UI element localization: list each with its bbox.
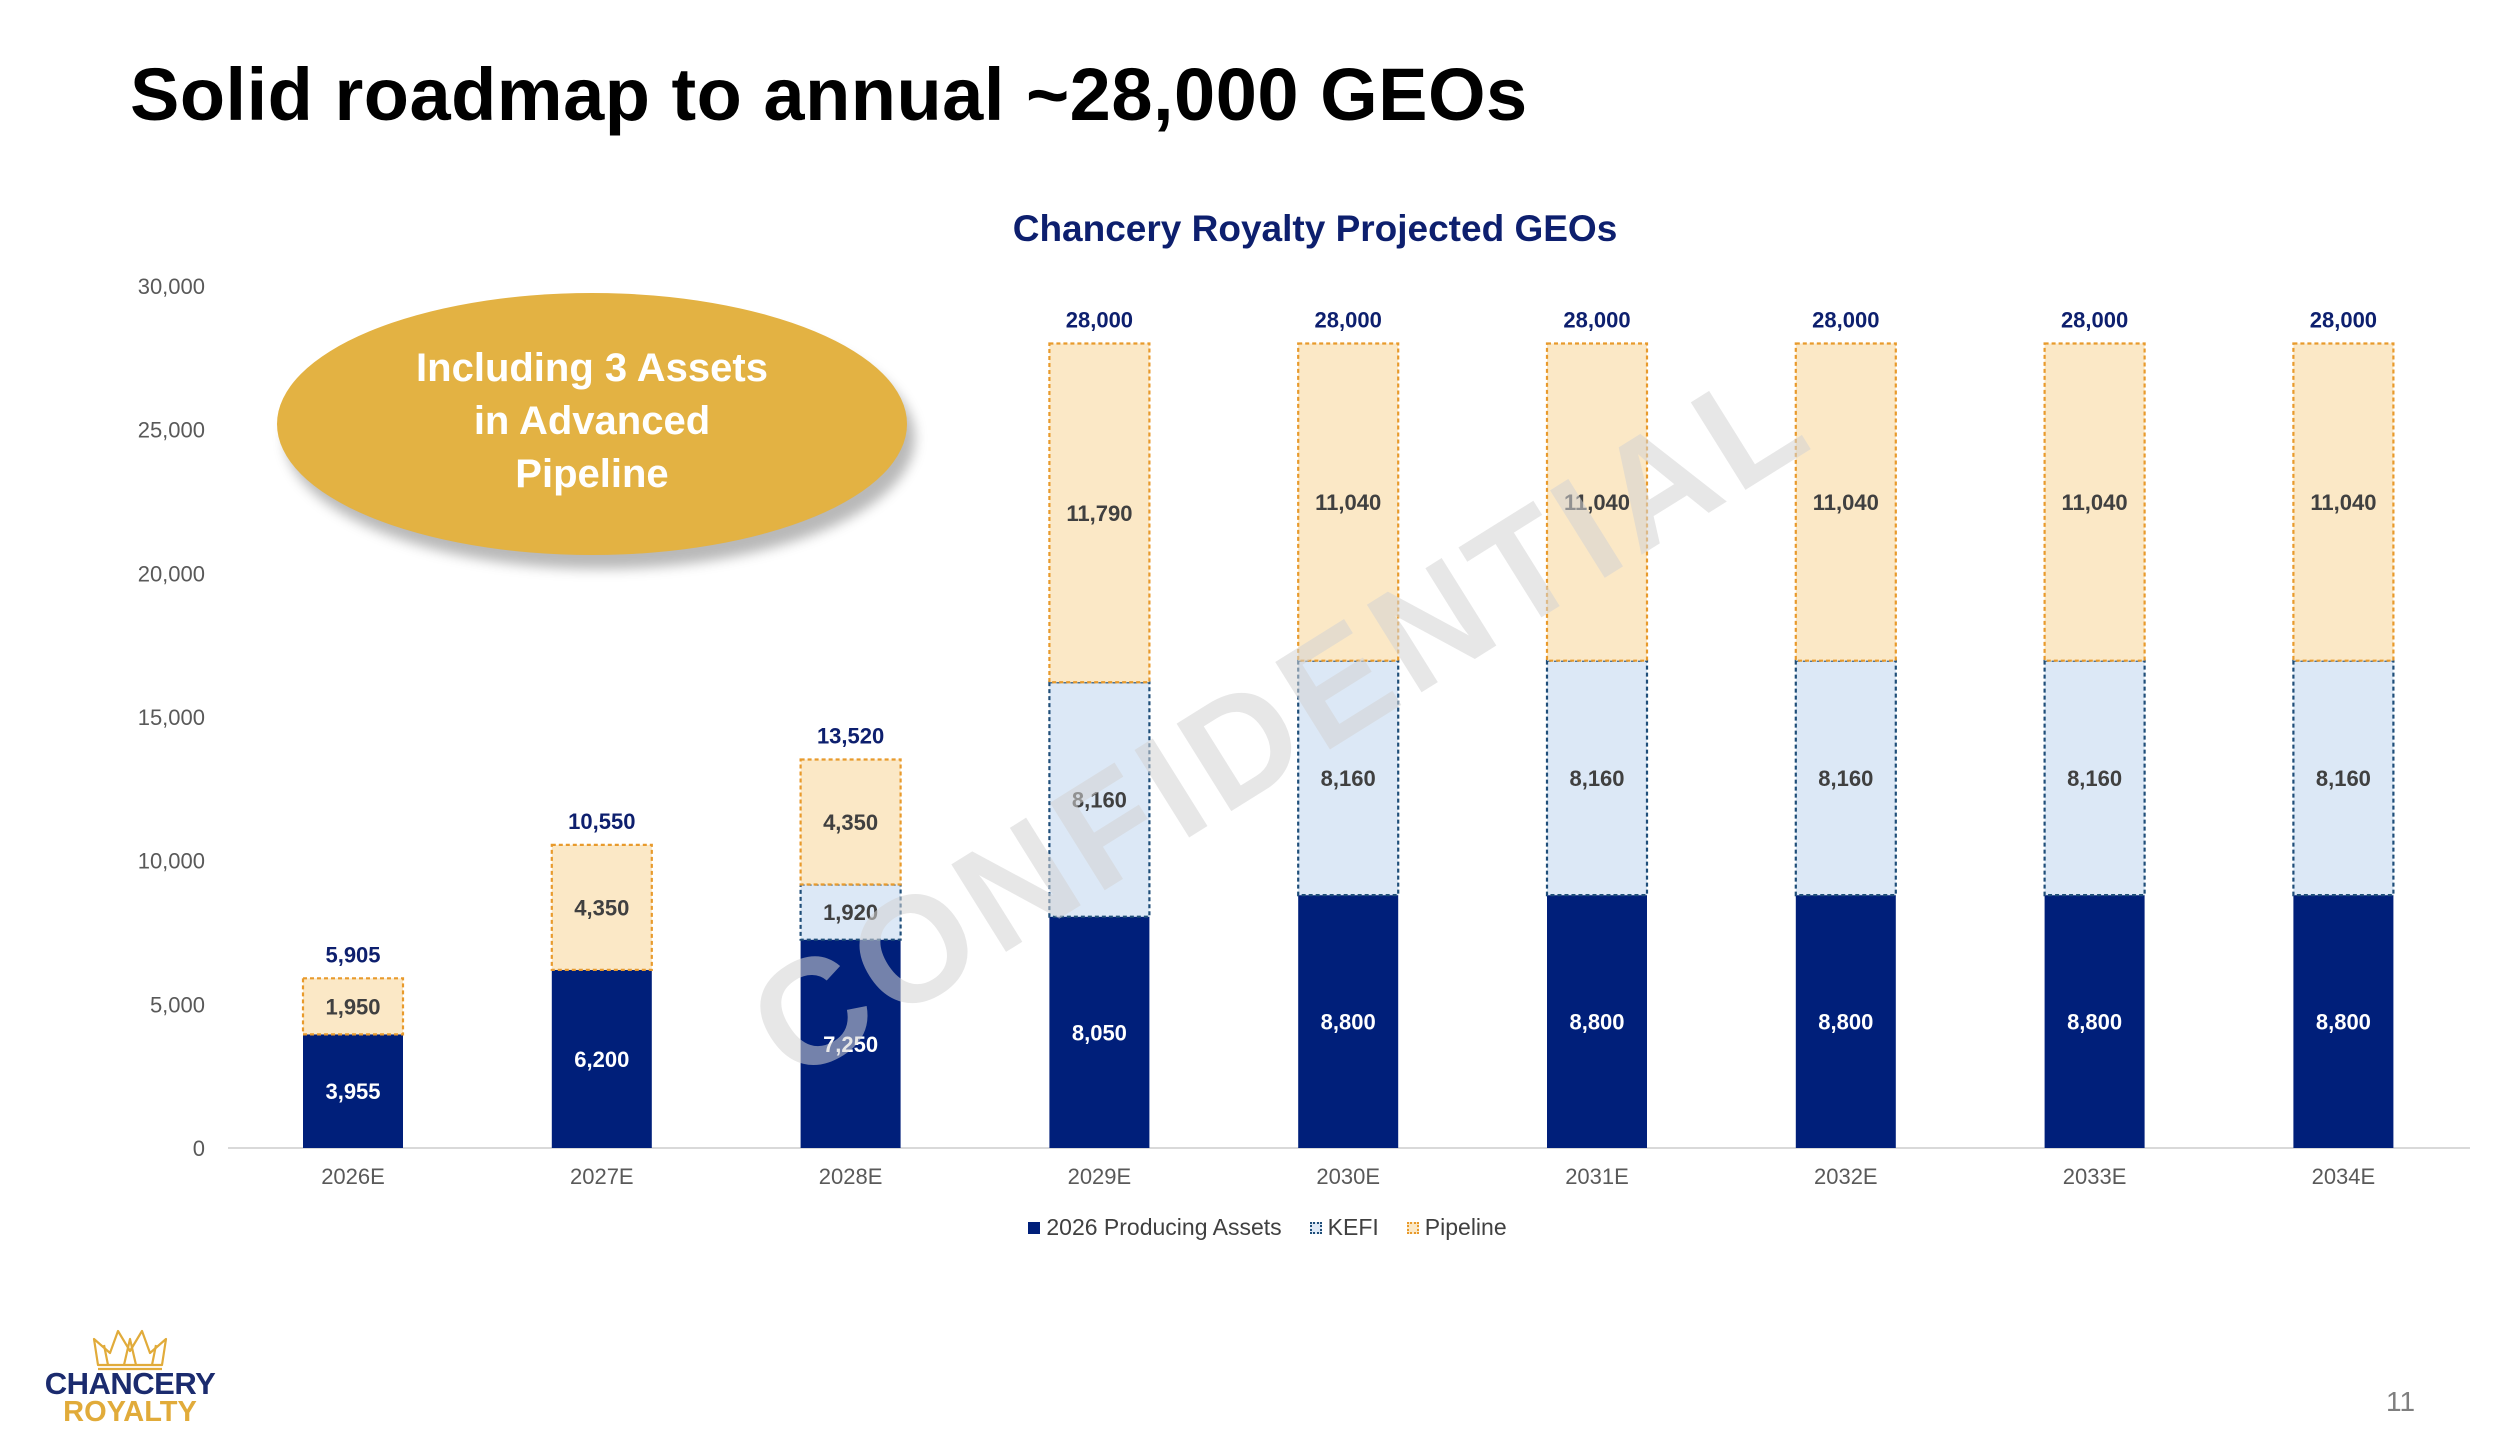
total-label: 28,000	[1812, 307, 1879, 332]
bar-segment	[2293, 895, 2394, 1148]
logo-text-line1: CHANCERY	[44, 1366, 216, 1401]
data-label: 8,800	[2316, 1010, 2371, 1035]
page-number: 11	[2386, 1386, 2416, 1417]
legend-label-producing: 2026 Producing Assets	[1046, 1214, 1282, 1240]
chart-legend: 2026 Producing Assets KEFI Pipeline	[0, 1214, 2500, 1241]
total-label: 28,000	[1315, 307, 1382, 332]
bar-segment	[1545, 342, 1649, 662]
data-label: 11,040	[1564, 490, 1630, 515]
bar-segment	[551, 969, 652, 1148]
x-tick-label: 2031E	[1565, 1164, 1629, 1189]
total-label: 5,905	[325, 942, 380, 967]
total-label: 28,000	[2061, 307, 2128, 332]
x-tick-label: 2029E	[1068, 1164, 1132, 1189]
x-tick-label: 2032E	[1814, 1164, 1878, 1189]
data-label: 3,955	[325, 1079, 380, 1104]
pipeline-callout: Including 3 Assets in Advanced Pipeline	[277, 293, 907, 555]
y-tick-label: 0	[193, 1136, 205, 1161]
legend-item-kefi: KEFI	[1309, 1214, 1379, 1241]
callout-text: Including 3 Assets in Advanced Pipeline	[416, 345, 768, 496]
bar-segment	[2044, 895, 2145, 1148]
bar-segment	[2043, 342, 2146, 662]
data-label: 11,040	[2062, 490, 2128, 515]
x-tick-label: 2030E	[1316, 1164, 1380, 1189]
total-label: 13,520	[817, 724, 884, 749]
data-label: 8,800	[1569, 1010, 1624, 1035]
x-tick-label: 2026E	[321, 1164, 385, 1189]
chancery-royalty-logo: CHANCERY ROYALTY	[40, 1325, 220, 1428]
data-label: 11,790	[1066, 501, 1132, 526]
data-label: 8,800	[1818, 1010, 1873, 1035]
y-tick-label: 10,000	[138, 849, 205, 874]
legend-label-kefi: KEFI	[1327, 1214, 1379, 1240]
data-label: 8,800	[2067, 1010, 2122, 1035]
bar-segment	[1048, 342, 1151, 684]
bar-segment	[1794, 342, 1897, 662]
data-label: 11,040	[1813, 490, 1879, 515]
crown-icon	[92, 1329, 168, 1371]
data-label: 8,160	[2316, 766, 2371, 791]
data-label: 11,040	[1315, 490, 1381, 515]
y-tick-label: 30,000	[138, 274, 205, 299]
legend-swatch-producing	[1028, 1221, 1041, 1234]
total-label: 10,550	[568, 809, 635, 834]
legend-item-pipeline: Pipeline	[1406, 1214, 1507, 1241]
y-tick-label: 20,000	[138, 561, 205, 586]
total-label: 28,000	[1563, 307, 1630, 332]
x-tick-label: 2027E	[570, 1164, 634, 1189]
logo-text-line2: ROYALTY	[63, 1396, 197, 1428]
bar-segment	[550, 843, 653, 971]
x-tick-label: 2033E	[2063, 1164, 2127, 1189]
x-tick-label: 2028E	[819, 1164, 883, 1189]
data-label: 8,800	[1321, 1010, 1376, 1035]
legend-swatch-kefi	[1309, 1221, 1322, 1234]
bar-segment	[1049, 916, 1150, 1148]
bar-segment	[1547, 895, 1647, 1148]
data-label: 8,050	[1072, 1020, 1127, 1045]
data-label: 8,160	[1569, 766, 1624, 791]
data-label: 4,350	[823, 810, 878, 835]
total-label: 28,000	[1066, 307, 1133, 332]
data-label: 8,160	[1321, 766, 1376, 791]
y-tick-label: 5,000	[150, 992, 205, 1017]
data-label: 1,950	[325, 994, 380, 1019]
bar-segment	[303, 1034, 403, 1148]
data-label: 7,250	[823, 1032, 878, 1057]
legend-label-pipeline: Pipeline	[1424, 1214, 1507, 1240]
bar-segment	[1298, 895, 1399, 1148]
callout-ellipse: Including 3 Assets in Advanced Pipeline	[277, 293, 907, 555]
legend-item-producing: 2026 Producing Assets	[1028, 1214, 1282, 1241]
data-label: 8,160	[2067, 766, 2122, 791]
data-label: 8,160	[1818, 766, 1873, 791]
data-label: 1,920	[823, 900, 878, 925]
x-tick-label: 2034E	[2312, 1164, 2376, 1189]
bar-segment	[1795, 895, 1896, 1148]
bar-segment	[2043, 659, 2146, 897]
slide-title: Solid roadmap to annual ~28,000 GEOs	[130, 53, 1528, 136]
legend-swatch-pipeline	[1406, 1221, 1419, 1234]
chart-title: Chancery Royalty Projected GEOs	[1012, 208, 1618, 249]
y-tick-label: 15,000	[138, 705, 205, 730]
y-tick-label: 25,000	[138, 418, 205, 443]
data-label: 11,040	[2310, 490, 2376, 515]
data-label: 6,200	[574, 1047, 629, 1072]
bar-segment	[800, 939, 901, 1148]
total-label: 28,000	[2310, 307, 2377, 332]
bar-segment	[301, 977, 405, 1036]
bar-segment	[799, 758, 902, 886]
bar-segment	[799, 883, 902, 941]
bar-segment	[1297, 342, 1400, 662]
bar-segment	[1545, 659, 1649, 897]
bar-segment	[2292, 342, 2395, 662]
data-label: 8,160	[1072, 787, 1127, 812]
data-label: 4,350	[574, 895, 629, 920]
